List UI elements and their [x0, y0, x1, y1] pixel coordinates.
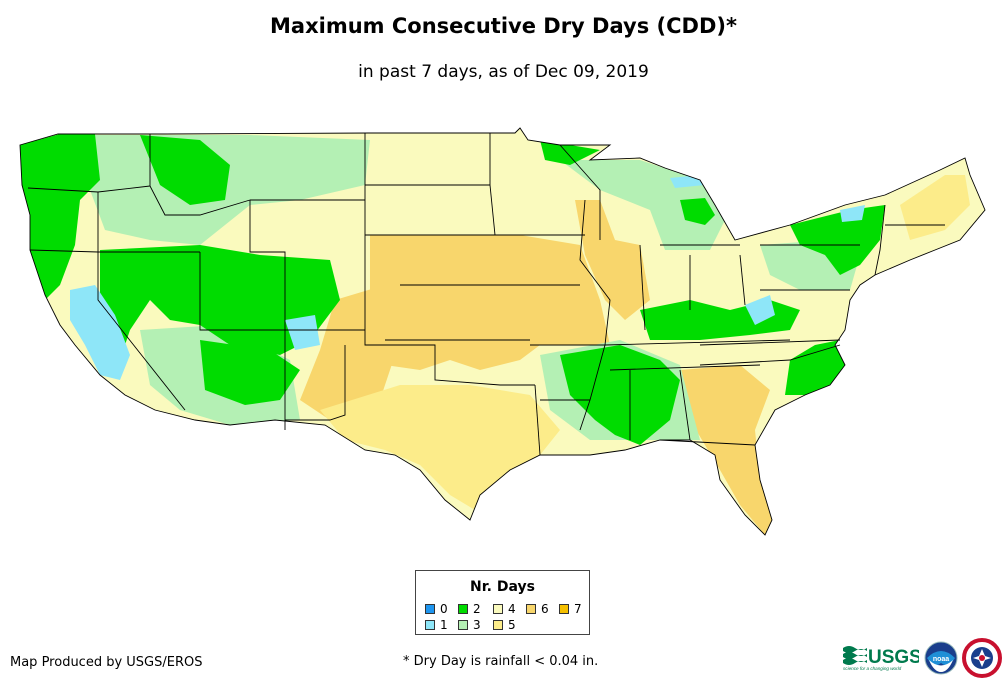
border-al-ga [679, 369, 691, 441]
border-nv-ut-az [199, 252, 285, 331]
zone-2-days-michigan [680, 198, 715, 225]
zone-6-days-plains [370, 235, 610, 370]
cdd-zones [20, 128, 985, 535]
legend-swatch [425, 620, 435, 630]
legend-item-3: 3 [458, 618, 481, 632]
border-wi-mi [559, 144, 601, 240]
legend: Nr. Days 0 1 2 3 4 5 6 7 [415, 570, 590, 635]
legend-item-6: 6 [526, 602, 549, 616]
state-boundaries [19, 127, 986, 536]
legend-label: 2 [473, 602, 481, 616]
border-il-in [639, 244, 646, 331]
zone-2-days-great-basin [100, 245, 340, 360]
legend-item-4: 4 [493, 602, 516, 616]
noaa-wordmark: noaa [933, 656, 949, 663]
noaa-logo: noaa [924, 641, 958, 675]
zone-1-day-california [70, 285, 130, 380]
zone-2-days-upper-peninsula [540, 140, 600, 165]
zone-5-days-northeast [900, 175, 970, 240]
border-id-mt [149, 134, 251, 216]
zone-1-day-virginia [745, 295, 775, 325]
legend-swatch [458, 620, 468, 630]
nws-logo [962, 638, 1002, 678]
border-ca-nv [97, 252, 186, 411]
legend-label: 5 [508, 618, 516, 632]
border-ok-tx [385, 344, 535, 386]
border-tx-la [534, 384, 541, 456]
border-id-west [97, 192, 200, 253]
border-nc-sc [699, 344, 841, 366]
zone-6-days-southeast [680, 365, 772, 535]
zone-2-days-carolinas [785, 340, 845, 395]
border-oh-pa [739, 254, 746, 306]
zone-1-day-colorado [285, 315, 320, 350]
cdd-map [19, 127, 986, 536]
legend-label: 7 [574, 602, 582, 616]
usgs-logo: USGS science for a changing world [843, 646, 919, 671]
legend-label: 3 [473, 618, 481, 632]
legend-swatch [493, 620, 503, 630]
legend-label: 6 [541, 602, 549, 616]
legend-item-7: 7 [559, 602, 582, 616]
border-ny-ne [874, 204, 886, 276]
usgs-tagline: science for a changing world [843, 666, 902, 671]
map-subtitle: in past 7 days, as of Dec 09, 2019 [358, 62, 649, 82]
border-nm-tx [285, 345, 346, 421]
legend-label: 1 [440, 618, 448, 632]
legend-item-0: 0 [425, 602, 448, 616]
border-ga-fl [659, 439, 756, 446]
footnote: * Dry Day is rainfall < 0.04 in. [403, 654, 599, 669]
border-mississippi-river [579, 199, 611, 431]
legend-item-5: 5 [493, 618, 516, 632]
zone-6-days-southwest [300, 285, 400, 420]
border-mn-west [489, 133, 496, 236]
zone-2-days-idaho [140, 135, 230, 205]
legend-item-2: 2 [458, 602, 481, 616]
zone-2-days-mississippi [560, 345, 680, 445]
border-or-ca [29, 249, 99, 253]
border-va-nc [699, 339, 841, 346]
legend-label: 4 [508, 602, 516, 616]
border-wy-ut-co [249, 200, 365, 331]
zone-6-days-midwest [575, 200, 650, 320]
zone-2-days-new-york [790, 205, 885, 275]
legend-swatch [458, 604, 468, 614]
usgs-wordmark: USGS [868, 647, 919, 668]
map-title: Maximum Consecutive Dry Days (CDD)* [270, 14, 737, 38]
border-tn-south [609, 364, 761, 371]
legend-swatch [493, 604, 503, 614]
border-ky-tn [604, 339, 791, 346]
zone-1-day-new-england [840, 205, 865, 222]
border-rockies-plains [364, 133, 385, 346]
legend-title: Nr. Days [470, 579, 535, 595]
map-credit: Map Produced by USGS/EROS [10, 655, 203, 670]
legend-swatch [526, 604, 536, 614]
zone-2-days-arizona [200, 340, 300, 405]
us-outline [19, 127, 986, 536]
legend-item-1: 1 [425, 618, 448, 632]
zone-2-days-pacific-nw [20, 134, 100, 300]
legend-swatch [425, 604, 435, 614]
legend-label: 0 [440, 602, 448, 616]
legend-swatch [559, 604, 569, 614]
